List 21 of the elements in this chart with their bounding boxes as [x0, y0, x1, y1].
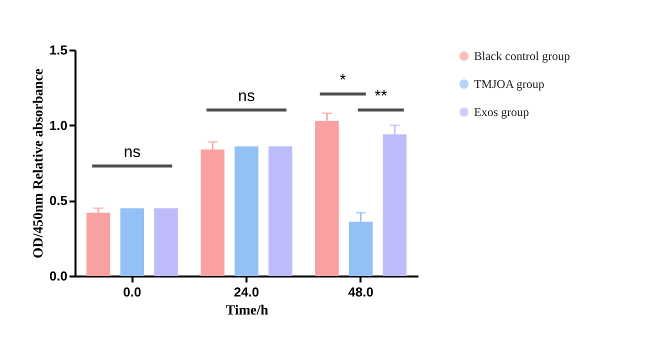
x-tick-label: 24.0 [234, 284, 260, 300]
y-axis-title: OD/450nm Relative absorbance [31, 68, 46, 258]
annotation: ns [238, 88, 255, 105]
legend-label: Exos group [474, 105, 529, 119]
legend-label: Black control group [474, 49, 570, 63]
y-tick-label: 0.0 [49, 268, 68, 284]
y-tick-label: 0.5 [49, 193, 68, 208]
bar [86, 212, 110, 276]
y-tick-label: 1.0 [49, 118, 68, 133]
annotation: * [340, 72, 346, 89]
bar [268, 146, 292, 276]
x-axis-title: Time/h [226, 304, 268, 318]
legend-label: TMJOA group [474, 77, 544, 91]
bar [154, 208, 178, 276]
bar [234, 146, 258, 276]
bar [120, 208, 144, 276]
annotation: ns [124, 144, 141, 161]
y-tick-label: 1.5 [49, 42, 68, 58]
annotation: ** [374, 88, 388, 105]
x-tick-label: 0.0 [123, 284, 142, 300]
x-tick-label: 48.0 [348, 284, 374, 300]
